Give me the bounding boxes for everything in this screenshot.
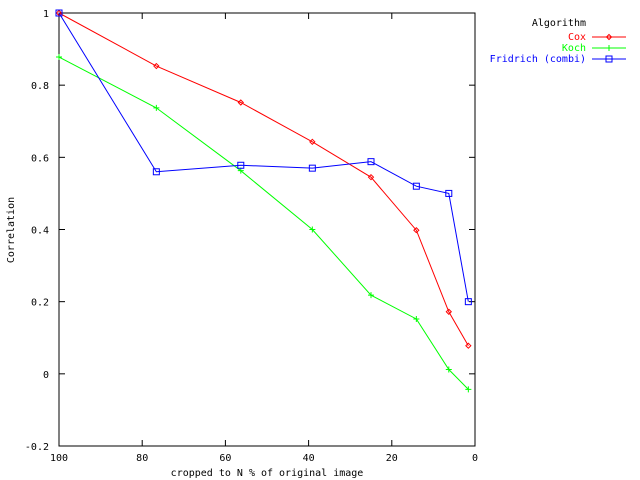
x-tick-label: 100: [50, 453, 68, 464]
data-point: [445, 366, 452, 373]
y-tick-label: -0.2: [25, 442, 49, 453]
x-tick-label: 0: [472, 453, 478, 464]
data-point: [153, 62, 160, 70]
data-point: [153, 104, 160, 111]
legend-label: Fridrich (combi): [490, 54, 586, 65]
legend-title: Algorithm: [532, 18, 586, 29]
data-point: [309, 226, 316, 233]
data-point: [55, 9, 63, 17]
y-tick-label: 0.4: [31, 226, 49, 237]
legend-marker: [605, 33, 613, 41]
data-point: [445, 308, 452, 315]
y-axis-label: Correlation: [6, 197, 17, 263]
series-0: [55, 9, 472, 349]
series-line: [58, 56, 469, 390]
plot-frame: [58, 12, 476, 447]
y-tick-label: 0.2: [31, 298, 49, 309]
series-line: [58, 12, 469, 346]
x-tick-label: 80: [136, 453, 148, 464]
series-2: [55, 9, 472, 306]
y-tick-label: 0.8: [31, 81, 49, 92]
x-tick-label: 60: [219, 453, 231, 464]
data-point: [413, 315, 420, 322]
data-point: [465, 342, 472, 349]
data-point: [367, 158, 375, 166]
legend-label: Cox: [568, 32, 586, 43]
data-point: [412, 182, 420, 190]
y-tick-label: 0: [43, 370, 49, 381]
series-line: [58, 12, 469, 302]
axis-ticks: 100 80 60 40 20 0 1 0.8 0.6 0.4 0.2 0 -0.2: [25, 9, 478, 464]
data-point: [464, 298, 472, 306]
x-tick-label: 20: [386, 453, 398, 464]
legend-marker: [605, 55, 613, 63]
data-point: [152, 168, 160, 176]
x-tick-label: 40: [303, 453, 315, 464]
y-tick-label: 0.6: [31, 153, 49, 164]
data-point: [413, 227, 420, 234]
data-point: [237, 161, 245, 169]
data-point: [445, 189, 453, 197]
y-tick-label: 1: [43, 9, 49, 20]
x-axis-label: cropped to N % of original image: [171, 468, 364, 479]
legend-marker: [606, 45, 612, 51]
data-point: [56, 54, 62, 61]
data-point: [465, 386, 472, 393]
data-point: [308, 164, 316, 172]
series-layer: [55, 9, 472, 393]
data-point: [309, 138, 316, 146]
data-point: [237, 99, 244, 106]
data-point: [367, 173, 375, 181]
legend-label: Koch: [562, 43, 586, 54]
data-point: [368, 292, 374, 299]
series-1: [56, 54, 472, 393]
